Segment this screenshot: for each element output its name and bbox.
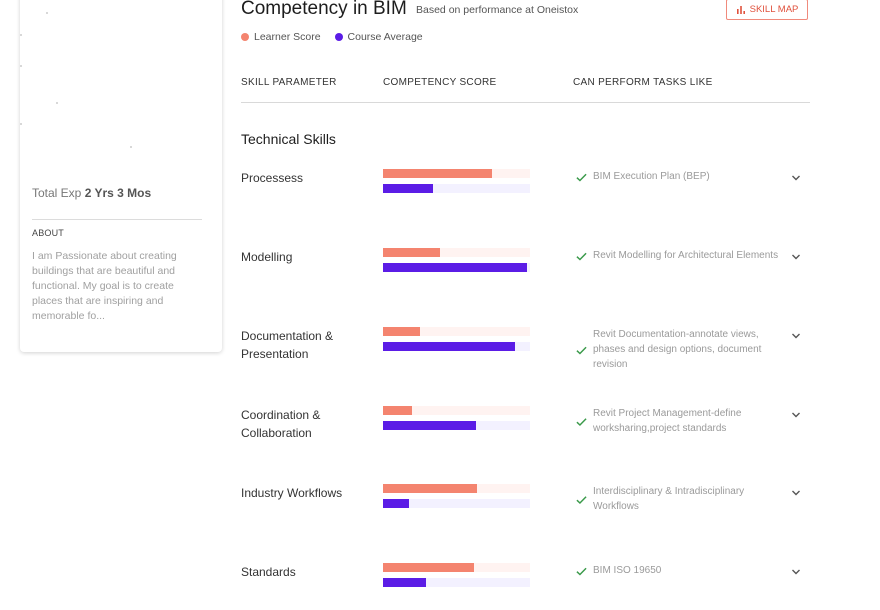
check-icon [576, 173, 587, 182]
course-average-track [383, 184, 530, 193]
faded-mark [130, 146, 132, 148]
chevron-down-icon[interactable] [790, 410, 802, 420]
skill-name: Documentation & Presentation [241, 329, 334, 361]
course-average-bar [383, 499, 410, 508]
task-item: Interdisciplinary & Intradisciplinary Wo… [576, 484, 786, 514]
check-icon [576, 496, 587, 505]
competency-bars [383, 169, 530, 199]
course-average-bar [383, 578, 426, 587]
check-icon [576, 252, 587, 261]
task-text: Revit Project Management-define workshar… [593, 408, 742, 434]
check-icon [576, 346, 587, 355]
task-text: Interdisciplinary & Intradisciplinary Wo… [593, 486, 745, 512]
legend-learner-label: Learner Score [254, 31, 321, 43]
competency-bars [383, 484, 530, 514]
learner-score-track [383, 327, 530, 336]
course-average-bar [383, 421, 476, 430]
skill-map-button[interactable]: SKILL MAP [726, 0, 808, 20]
course-average-track [383, 578, 530, 587]
column-header-score: COMPETENCY SCORE [383, 77, 497, 88]
competency-bars [383, 327, 530, 357]
legend-average-label: Course Average [347, 31, 423, 43]
page-title: Competency in BIM [241, 0, 407, 19]
faded-mark [20, 65, 22, 67]
skill-name: Industry Workflows [241, 486, 343, 500]
legend: Learner Score Course Average [241, 31, 423, 43]
legend-average: Course Average [334, 31, 423, 43]
header-divider [241, 102, 810, 103]
learner-score-bar [383, 406, 413, 415]
check-icon [576, 418, 587, 427]
learner-score-track [383, 406, 530, 415]
competency-bars [383, 563, 530, 593]
chevron-down-icon[interactable] [790, 331, 802, 341]
task-text: Revit Modelling for Architectural Elemen… [593, 250, 779, 261]
task-text: BIM Execution Plan (BEP) [593, 171, 710, 182]
page-subtitle: Based on performance at Oneistox [416, 4, 579, 16]
task-item: BIM ISO 19650 [576, 563, 786, 578]
column-header-tasks: CAN PERFORM TASKS LIKE [573, 77, 713, 88]
learner-score-track [383, 169, 530, 178]
faded-mark [20, 123, 22, 125]
skill-name: Coordination & Collaboration [241, 408, 321, 440]
course-average-bar [383, 263, 528, 272]
task-item: BIM Execution Plan (BEP) [576, 169, 786, 184]
course-average-bar [383, 342, 516, 351]
learner-score-track [383, 248, 530, 257]
about-text: I am Passionate about creating buildings… [32, 250, 177, 322]
profile-card: Total Exp 2 Yrs 3 Mos ABOUT I am Passion… [20, 0, 222, 352]
skill-map-label: SKILL MAP [749, 4, 799, 15]
competency-bars [383, 248, 530, 278]
course-average-track [383, 263, 530, 272]
average-dot-icon [334, 33, 343, 41]
course-average-bar [383, 184, 433, 193]
learner-score-bar [383, 248, 441, 257]
legend-learner: Learner Score [241, 31, 321, 43]
learner-score-track [383, 484, 530, 493]
course-average-track [383, 342, 530, 351]
learner-dot-icon [241, 33, 249, 41]
column-header-skill: SKILL PARAMETER [241, 77, 337, 88]
learner-score-bar [383, 169, 492, 178]
skill-name: Modelling [241, 250, 293, 264]
total-experience: Total Exp 2 Yrs 3 Mos [32, 186, 151, 200]
course-average-track [383, 499, 530, 508]
skill-name: Processess [241, 171, 304, 185]
task-item: Revit Modelling for Architectural Elemen… [576, 248, 786, 263]
chevron-down-icon[interactable] [790, 252, 802, 262]
chevron-down-icon[interactable] [790, 173, 802, 183]
faded-mark [56, 102, 58, 104]
skill-name: Standards [241, 565, 296, 579]
task-item: Revit Documentation-annotate views, phas… [576, 327, 786, 372]
task-text: Revit Documentation-annotate views, phas… [593, 329, 762, 370]
competency-bars [383, 406, 530, 436]
faded-mark [20, 34, 22, 36]
exp-value: 2 Yrs 3 Mos [84, 186, 152, 200]
task-item: Revit Project Management-define workshar… [576, 406, 786, 436]
faded-mark [46, 12, 48, 14]
divider [32, 219, 202, 220]
section-title: Technical Skills [241, 131, 336, 147]
check-icon [576, 567, 587, 576]
learner-score-bar [383, 327, 420, 336]
learner-score-bar [383, 484, 478, 493]
task-text: BIM ISO 19650 [593, 565, 662, 576]
chevron-down-icon[interactable] [790, 567, 802, 577]
bar-chart-icon [736, 5, 745, 14]
about-label: ABOUT [32, 228, 65, 238]
learner-score-track [383, 563, 530, 572]
chevron-down-icon[interactable] [790, 488, 802, 498]
exp-label: Total Exp [32, 186, 82, 200]
learner-score-bar [383, 563, 475, 572]
course-average-track [383, 421, 530, 430]
